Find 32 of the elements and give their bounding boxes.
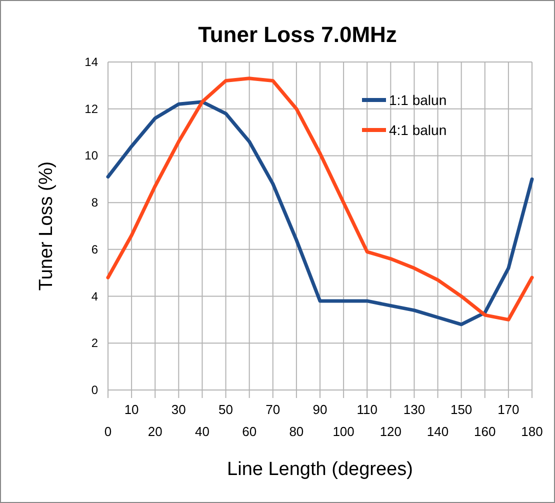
y-tick-label: 2 — [91, 336, 98, 350]
x-axis-title: Line Length (degrees) — [227, 459, 413, 480]
x2-tick-label: 110 — [356, 402, 378, 417]
x-tick-label: 100 — [332, 424, 354, 439]
y-tick-label: 4 — [91, 289, 98, 304]
chart-title: Tuner Loss 7.0MHz — [198, 22, 397, 47]
x2-tick-label: 130 — [403, 402, 426, 417]
y-tick-label: 6 — [91, 242, 98, 256]
x-tick-label: 80 — [289, 424, 304, 439]
y-tick-label: 0 — [91, 383, 98, 397]
x-tick-label: 120 — [380, 424, 402, 439]
y-tick-label: 10 — [84, 148, 98, 163]
x2-tick-label: 10 — [124, 402, 139, 417]
legend-label: 4:1 balun — [389, 122, 447, 138]
x-tick-label: 40 — [194, 424, 210, 439]
y-tick-label: 8 — [91, 196, 98, 210]
legend-label: 1:1 balun — [389, 92, 447, 108]
x-tick-label: 140 — [426, 424, 449, 439]
x2-tick-label: 170 — [498, 402, 520, 417]
x2-tick-label: 70 — [266, 402, 280, 417]
y-tick-label: 14 — [84, 55, 98, 69]
x-tick-label: 0 — [104, 424, 112, 439]
x-tick-label: 60 — [242, 424, 257, 439]
x2-tick-label: 150 — [450, 402, 472, 417]
x2-tick-label: 90 — [312, 402, 328, 417]
y-tick-label: 12 — [84, 102, 98, 116]
x2-tick-label: 30 — [171, 402, 186, 417]
x-tick-label: 160 — [474, 424, 496, 439]
x-tick-label: 180 — [521, 424, 543, 439]
y-axis-title: Tuner Loss (%) — [36, 161, 57, 291]
x2-tick-label: 50 — [218, 402, 234, 417]
x-tick-label: 20 — [148, 424, 162, 439]
